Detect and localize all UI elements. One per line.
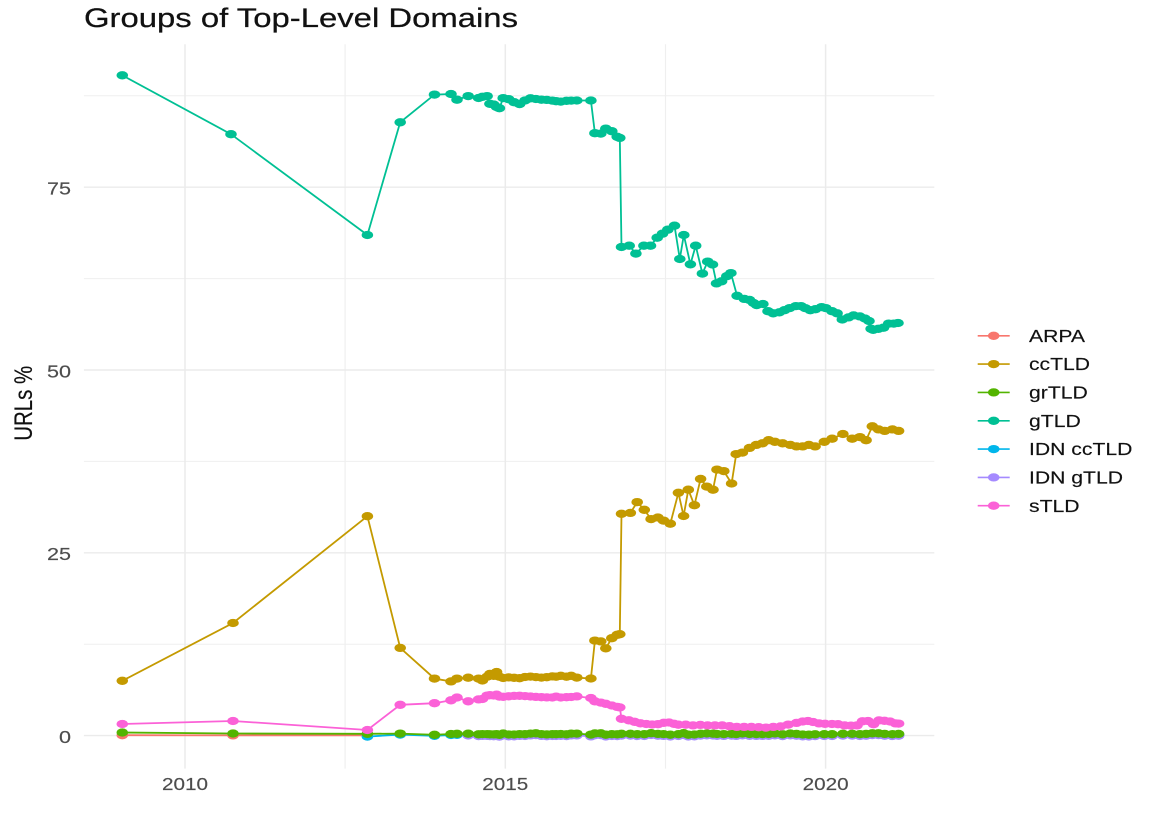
svg-text:gTLD: gTLD [1029, 411, 1081, 431]
svg-text:IDN gTLD: IDN gTLD [1029, 468, 1123, 488]
svg-text:0: 0 [59, 727, 71, 747]
svg-text:grTLD: grTLD [1029, 383, 1088, 403]
svg-text:2015: 2015 [482, 774, 528, 794]
svg-text:ARPA: ARPA [1029, 326, 1086, 346]
svg-text:2020: 2020 [803, 774, 849, 794]
svg-text:URLs %: URLs % [10, 366, 37, 441]
svg-text:50: 50 [47, 361, 71, 381]
svg-text:25: 25 [47, 544, 71, 564]
svg-text:IDN ccTLD: IDN ccTLD [1029, 439, 1132, 459]
svg-text:Groups of Top-Level Domains: Groups of Top-Level Domains [84, 3, 518, 33]
svg-text:ccTLD: ccTLD [1029, 354, 1090, 374]
svg-text:sTLD: sTLD [1029, 496, 1080, 516]
svg-text:2010: 2010 [162, 774, 208, 794]
svg-text:75: 75 [47, 179, 71, 199]
